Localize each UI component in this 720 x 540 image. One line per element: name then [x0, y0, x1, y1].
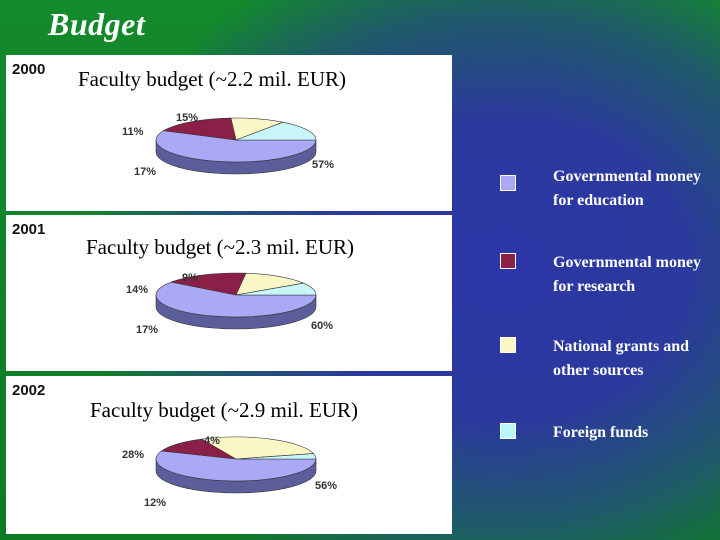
chart-title: Faculty budget (~2.3 mil. EUR)	[86, 235, 354, 259]
pie-label-national-grants: 11%	[122, 126, 144, 138]
pie-label-gov-research: 17%	[136, 324, 158, 336]
legend-swatch	[500, 337, 516, 353]
pie-label-foreign-funds: 4%	[204, 435, 220, 447]
year-label: 2000	[12, 61, 46, 78]
slide-title: Budget	[48, 6, 146, 42]
pie-label-foreign-funds: 15%	[176, 112, 198, 124]
pie-slice-gov-education	[155, 450, 317, 482]
pie-chart-2002: 56% 12% 28% 4%	[122, 435, 337, 509]
chart-title: Faculty budget (~2.9 mil. EUR)	[90, 398, 358, 422]
legend-label: Governmental money for education	[553, 168, 701, 209]
year-label: 2001	[12, 221, 46, 238]
pie-slice-gov-research	[160, 438, 237, 460]
pie-slice-gov-research	[170, 272, 247, 296]
pie-label-gov-education: 56%	[315, 480, 337, 492]
pie-slice-gov-education	[155, 130, 317, 163]
chart-panel-2000: 2000 Faculty budget (~2.2 mil. EUR) 57% 1…	[6, 55, 452, 211]
year-label: 2002	[12, 382, 46, 399]
legend-label: Governmental money for research	[553, 254, 701, 295]
pie-label-gov-education: 60%	[311, 320, 333, 332]
pie-label-national-grants: 28%	[122, 449, 144, 461]
pie-slice-foreign-funds	[235, 282, 317, 296]
legend-swatch	[500, 175, 516, 191]
legend-swatch	[500, 423, 516, 439]
pie-label-gov-research: 12%	[144, 497, 166, 509]
pie-slice-foreign-funds	[235, 121, 317, 141]
chart-panel-2002: 2002 Faculty budget (~2.9 mil. EUR) 56% 1…	[6, 376, 452, 534]
chart-panel-2001: 2001 Faculty budget (~2.3 mil. EUR) 60% 1…	[6, 215, 452, 371]
chart-title: Faculty budget (~2.2 mil. EUR)	[78, 67, 346, 91]
legend-label: Foreign funds	[553, 424, 649, 441]
pie-label-foreign-funds: 9%	[182, 272, 198, 284]
pie-label-gov-research: 17%	[134, 166, 156, 178]
pie-chart-2000: 57% 17% 11% 15%	[122, 112, 334, 178]
pie-slice-national-grants	[235, 272, 305, 296]
pie-slice-foreign-funds	[235, 453, 317, 460]
pie-slice-gov-research	[162, 117, 237, 141]
pie-label-national-grants: 14%	[126, 284, 148, 296]
pie-slice-national-grants	[201, 436, 315, 460]
pie-label-gov-education: 57%	[312, 159, 334, 171]
pie-slice-gov-education	[155, 281, 317, 318]
pie-chart-2001: 60% 17% 14% 9%	[126, 272, 333, 336]
legend-swatch	[500, 253, 516, 269]
legend-label: National grants and other sources	[553, 338, 690, 379]
